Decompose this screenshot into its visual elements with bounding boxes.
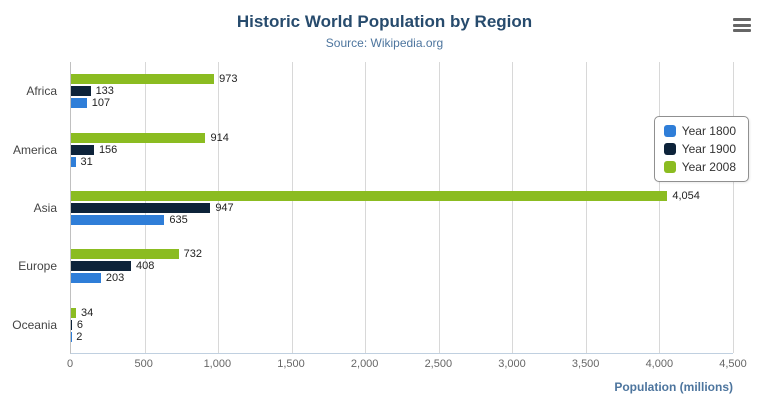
bar-row: 156 [71, 143, 733, 156]
gridline [438, 62, 440, 353]
bar-group-asia: 4,054 947 635 [71, 179, 733, 237]
legend-label: Year 1800 [681, 124, 736, 138]
bar-america-year-1800[interactable] [71, 156, 76, 167]
hamburger-menu-icon[interactable] [731, 16, 753, 34]
bar-row: 6 [71, 318, 733, 331]
legend-swatch [663, 125, 676, 137]
bar-groups: 973 133 107 914 156 31 4,054 947 635 732 408 203 34 6… [71, 62, 733, 353]
category-label-oceania: Oceania [12, 317, 57, 332]
x-tick-label: 0 [66, 358, 74, 370]
bar-oceania-year-1900[interactable] [71, 319, 72, 330]
x-tick-label: 4,000 [645, 358, 674, 370]
bar-asia-year-1800[interactable] [71, 214, 165, 225]
bar-group-oceania: 34 6 2 [71, 296, 733, 354]
bar-group-europe: 732 408 203 [71, 237, 733, 295]
bar-value-label: 107 [91, 97, 111, 110]
bar-europe-year-1800[interactable] [71, 273, 101, 284]
legend-item-year-2008[interactable]: Year 2008 [663, 160, 736, 174]
x-tick-label: 3,500 [571, 358, 600, 370]
bar-value-label: 635 [169, 213, 188, 226]
x-tick-label: 2,500 [424, 358, 453, 370]
category-label-africa: Africa [26, 84, 57, 99]
category-axis: Africa America Asia Europe Oceania [0, 62, 64, 354]
bar-row: 34 [71, 306, 733, 319]
bar-group-america: 914 156 31 [71, 120, 733, 178]
bar-africa-year-1800[interactable] [71, 98, 87, 109]
gridline [365, 62, 367, 353]
gridline [218, 62, 220, 353]
bar-value-label: 34 [81, 306, 94, 319]
bar-asia-year-2008[interactable] [71, 190, 668, 201]
category-label-america: America [12, 142, 57, 157]
chart-subtitle: Source: Wikipedia.org [325, 36, 444, 50]
hamburger-bar [733, 18, 751, 21]
bar-row: 4,054 [71, 189, 733, 202]
gridline [659, 62, 661, 353]
bar-value-label: 6 [76, 318, 83, 331]
bar-row: 2 [71, 330, 733, 343]
gridline [585, 62, 587, 353]
bar-row: 408 [71, 260, 733, 273]
bar-value-label: 133 [95, 85, 114, 98]
x-tick-label: 4,500 [719, 358, 747, 370]
plot-area: 973 133 107 914 156 31 4,054 947 635 732 408 203 34 6… [70, 62, 734, 354]
bar-row: 947 [71, 201, 733, 214]
bar-value-label: 2 [76, 330, 83, 343]
bar-europe-year-1900[interactable] [71, 261, 132, 272]
bar-row: 732 [71, 248, 733, 261]
gridline [291, 62, 293, 353]
bar-row: 107 [71, 97, 733, 110]
bar-value-label: 732 [183, 248, 203, 261]
legend: Year 1800 Year 1900 Year 2008 [653, 116, 749, 182]
bar-value-label: 203 [105, 272, 125, 285]
bar-row: 203 [71, 272, 733, 285]
bar-asia-year-1900[interactable] [71, 202, 211, 213]
category-label-asia: Asia [33, 200, 57, 215]
bar-value-label: 914 [210, 131, 229, 144]
x-tick-label: 1,000 [203, 358, 232, 370]
bar-row: 133 [71, 85, 733, 98]
bar-africa-year-1900[interactable] [71, 86, 91, 97]
gridline [512, 62, 514, 353]
bar-value-label: 31 [80, 155, 93, 168]
x-tick-label: 1,500 [277, 358, 305, 370]
legend-label: Year 1900 [681, 142, 736, 156]
bar-oceania-year-2008[interactable] [71, 307, 76, 318]
bar-value-label: 4,054 [672, 189, 700, 202]
bar-value-label: 156 [98, 143, 118, 156]
chart-title: Historic World Population by Region [236, 12, 533, 31]
hamburger-bar [733, 29, 751, 32]
bar-value-label: 947 [215, 201, 234, 214]
bar-america-year-2008[interactable] [71, 132, 206, 143]
bar-row: 635 [71, 213, 733, 226]
legend-swatch [663, 161, 676, 173]
x-axis-labels: 0 500 1,000 1,500 2,000 2,500 3,000 3,500 4,000 4… [66, 358, 747, 372]
bar-africa-year-2008[interactable] [71, 74, 215, 85]
x-tick-label: 3,000 [498, 358, 526, 370]
legend-item-year-1800[interactable]: Year 1800 [663, 124, 736, 138]
x-tick-label: 2,000 [350, 358, 379, 370]
bar-value-label: 973 [219, 73, 238, 86]
x-tick-label: 500 [134, 358, 153, 370]
legend-swatch [663, 143, 676, 155]
bar-europe-year-2008[interactable] [71, 249, 179, 260]
bar-america-year-1900[interactable] [71, 144, 94, 155]
bar-row: 973 [71, 73, 733, 86]
bar-group-africa: 973 133 107 [71, 62, 733, 120]
bar-row: 31 [71, 155, 733, 168]
category-label-europe: Europe [18, 259, 57, 274]
gridline [733, 62, 734, 353]
bar-value-label: 408 [136, 260, 155, 273]
hamburger-bar [733, 23, 751, 27]
legend-item-year-1900[interactable]: Year 1900 [663, 142, 736, 156]
x-axis-title: Population (millions) [614, 380, 733, 394]
legend-label: Year 2008 [681, 160, 736, 174]
bar-row: 914 [71, 131, 733, 144]
